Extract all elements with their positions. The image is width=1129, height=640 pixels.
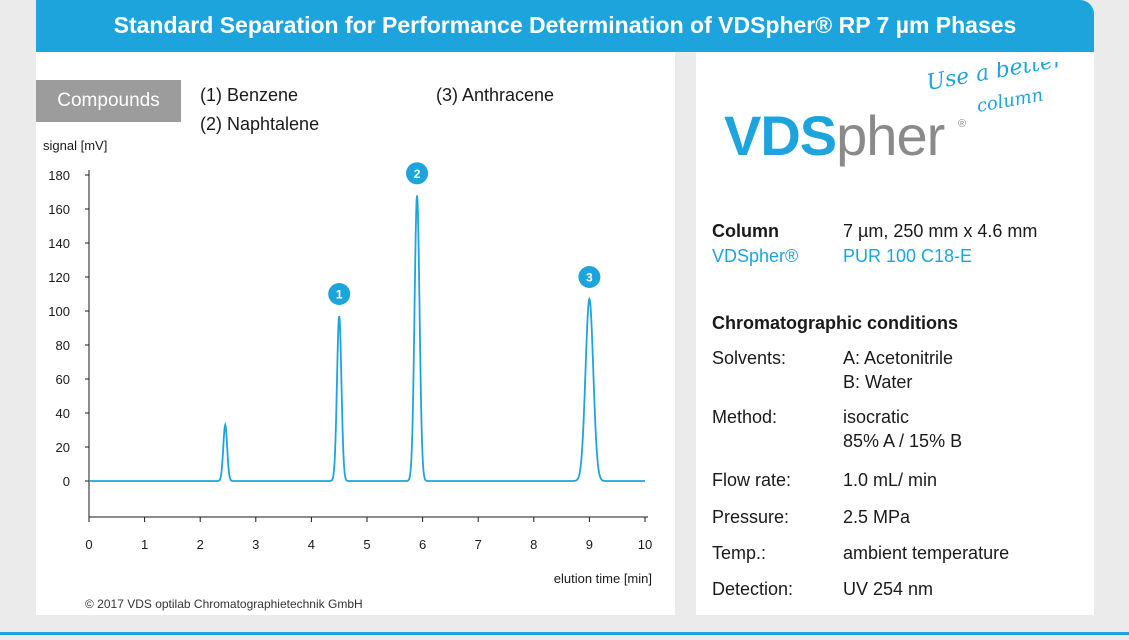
x-tick-label: 3 — [252, 537, 259, 552]
y-tick-label: 60 — [56, 372, 70, 387]
y-tick-label: 40 — [56, 406, 70, 421]
pressure-label: Pressure: — [712, 507, 790, 527]
bottom-divider — [0, 632, 1129, 635]
column-value: 7 µm, 250 mm x 4.6 mm — [843, 221, 1038, 241]
compound-3: (3) Anthracene — [436, 85, 555, 105]
registered-mark: ® — [958, 118, 967, 130]
flow-label: Flow rate: — [712, 470, 792, 490]
y-tick-label: 180 — [48, 168, 70, 183]
slogan-line2: column — [975, 85, 1045, 117]
info-panel — [696, 52, 1094, 615]
x-tick-label: 5 — [363, 537, 370, 552]
vdspher-logo: VDSpher — [724, 104, 945, 167]
x-tick-label: 10 — [638, 537, 652, 552]
temp-label: Temp.: — [712, 543, 767, 563]
x-tick-label: 8 — [530, 537, 537, 552]
peak-marker-2 — [406, 162, 429, 185]
x-tick-label: 9 — [586, 537, 593, 552]
y-tick-label: 100 — [48, 304, 70, 319]
temp-value: ambient temperature — [843, 543, 1010, 563]
method-value: isocratic — [843, 407, 910, 427]
y-tick-label: 140 — [48, 236, 70, 251]
column-heading: Column — [712, 221, 779, 241]
page-title: Standard Separation for Performance Dete… — [113, 12, 1017, 38]
y-tick-label: 80 — [56, 338, 70, 353]
flow-value: 1.0 mL/ min — [843, 470, 938, 490]
column-product: PUR 100 C18-E — [843, 246, 973, 266]
detection-label: Detection: — [712, 579, 794, 599]
method-label: Method: — [712, 407, 778, 427]
chart-panel — [36, 52, 675, 615]
detection-value: UV 254 nm — [843, 579, 934, 599]
x-tick-label: 7 — [475, 537, 482, 552]
y-tick-label: 120 — [48, 270, 70, 285]
peak-marker-label: 2 — [414, 167, 421, 181]
x-axis-label: elution time [min] — [554, 571, 652, 586]
peak-marker-label: 3 — [586, 271, 593, 285]
conditions-heading: Chromatographic conditions — [712, 313, 959, 333]
chromatogram-trace — [89, 195, 645, 482]
y-tick-label: 160 — [48, 202, 70, 217]
x-tick-label: 2 — [197, 537, 204, 552]
copyright-text: © 2017 VDS optilab Chromatographietechni… — [85, 597, 363, 611]
x-tick-label: 6 — [419, 537, 426, 552]
pressure-value: 2.5 MPa — [843, 507, 911, 527]
solvents-b: B: Water — [843, 372, 913, 392]
peak-marker-3 — [578, 266, 601, 288]
solvents-a: A: Acetonitrile — [843, 348, 954, 368]
column-brand: VDSpher® — [712, 246, 799, 266]
compound-2: (2) Naphtalene — [200, 114, 320, 134]
x-tick-label: 0 — [85, 537, 92, 552]
method-ratio: 85% A / 15% B — [843, 431, 963, 451]
header-bar: Standard Separation for Performance Dete… — [36, 0, 1094, 52]
compounds-label: Compounds — [36, 80, 181, 122]
y-tick-label: 0 — [63, 474, 70, 489]
slogan-graphic: Use a better column — [928, 62, 1067, 117]
y-tick-label: 20 — [56, 440, 70, 455]
x-tick-label: 1 — [141, 537, 148, 552]
peak-marker-1 — [328, 283, 351, 305]
slogan-line1: Use a better — [928, 62, 1067, 96]
peak-marker-label: 1 — [336, 288, 343, 302]
y-axis-label: signal [mV] — [43, 138, 107, 153]
compound-1: (1) Benzene — [200, 85, 299, 105]
x-tick-label: 4 — [308, 537, 315, 552]
solvents-label: Solvents: — [712, 348, 787, 368]
